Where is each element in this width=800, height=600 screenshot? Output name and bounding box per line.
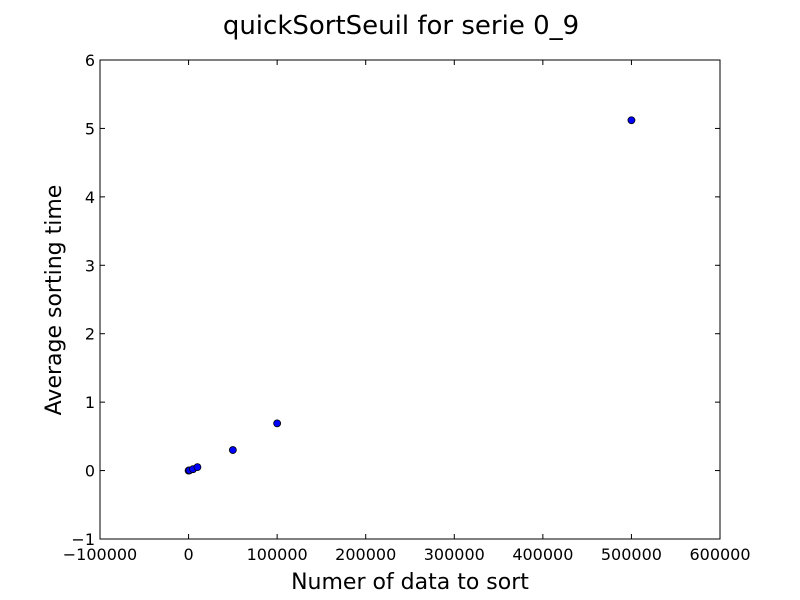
y-tick-label: 5 xyxy=(85,119,95,138)
x-tick-label: 500000 xyxy=(601,545,662,564)
plot-frame xyxy=(99,59,721,540)
y-axis-label: Average sorting time xyxy=(42,185,67,416)
y-tick-label: 1 xyxy=(85,393,95,412)
y-tick-label: 0 xyxy=(85,462,95,481)
x-tick-label: 200000 xyxy=(335,545,396,564)
y-tick-label: −1 xyxy=(71,530,95,549)
chart-title: quickSortSeuil for serie 0_9 xyxy=(223,11,579,41)
x-tick-label: 0 xyxy=(183,545,193,564)
data-point xyxy=(273,419,282,428)
x-tick-label: 100000 xyxy=(247,545,308,564)
data-point xyxy=(193,463,202,472)
x-tick-label: 300000 xyxy=(424,545,485,564)
y-tick-label: 3 xyxy=(85,256,95,275)
y-tick-label: 2 xyxy=(85,325,95,344)
y-tick-label: 4 xyxy=(85,188,95,207)
data-point xyxy=(627,116,636,125)
x-tick-label: 600000 xyxy=(689,545,750,564)
data-point xyxy=(228,446,237,454)
x-axis-label: Numer of data to sort xyxy=(291,570,529,595)
x-tick-label: −100000 xyxy=(63,545,137,564)
y-tick-label: 6 xyxy=(85,51,95,70)
x-tick-label: 400000 xyxy=(512,545,573,564)
plot-area: −100000 0 100000 200000 300000 400000 500000 60… xyxy=(63,51,751,564)
